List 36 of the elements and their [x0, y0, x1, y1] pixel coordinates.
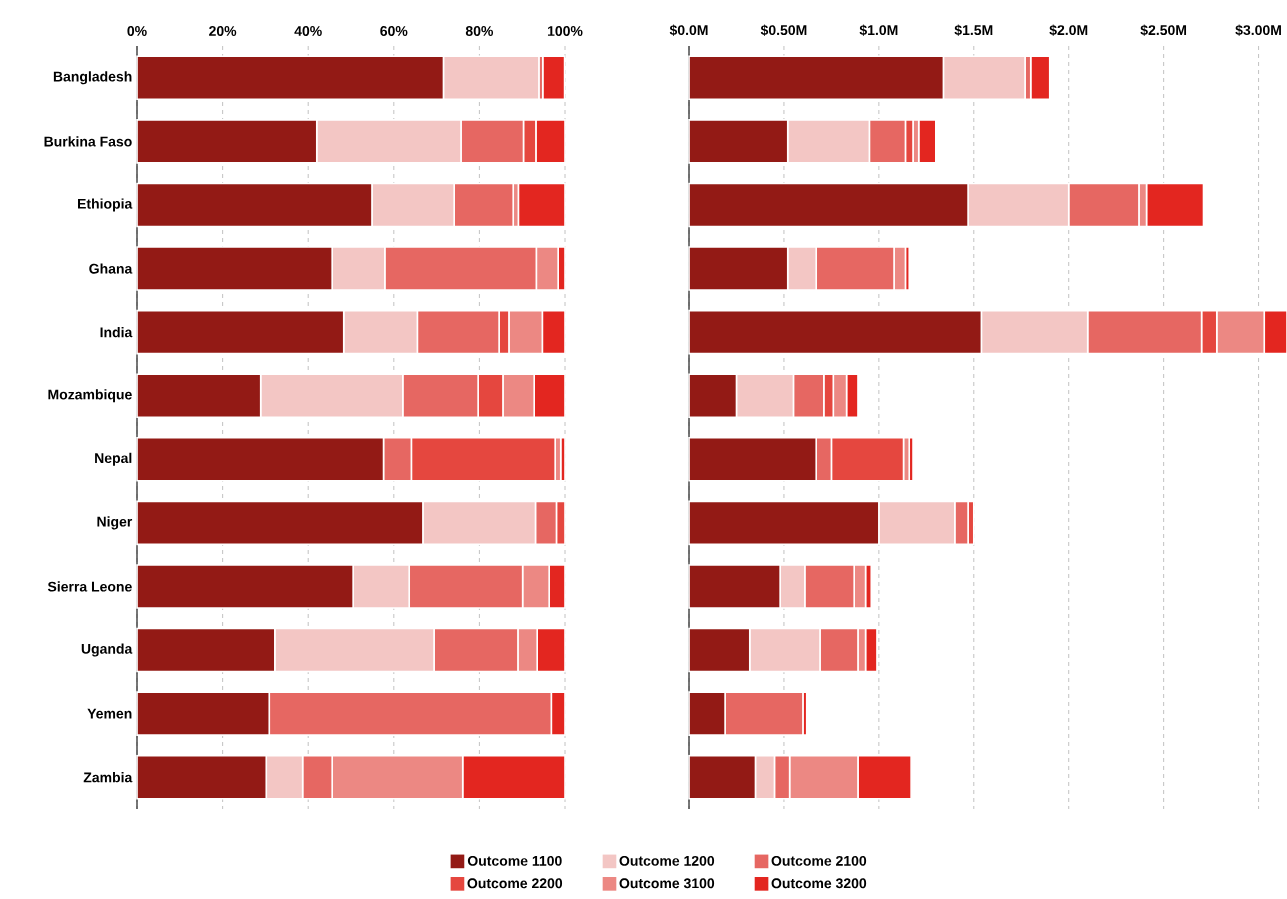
y-tick-label: Ghana	[89, 263, 133, 274]
y-tick-label: Burkina Faso	[44, 136, 132, 147]
x-tick-label: 40%	[294, 26, 322, 36]
x-tick-label: 0%	[127, 26, 147, 36]
x-tick-label: $0.0M	[669, 24, 708, 36]
x-tick-label: $2.50M	[1140, 24, 1187, 36]
bar	[1263, 309, 1287, 355]
x-tick-label: $1.5M	[954, 24, 993, 36]
x-tick-label: 20%	[209, 26, 237, 36]
legend-label: Outcome 1200	[619, 855, 715, 866]
x-tick-label: 60%	[380, 26, 408, 36]
x-tick-label: $1.0M	[859, 24, 898, 36]
y-tick-label: Uganda	[81, 643, 133, 657]
y-tick-label: Mozambique	[48, 389, 132, 403]
x-tick-label: 80%	[465, 26, 494, 36]
y-tick-label: Yemen	[87, 708, 132, 719]
y-tick-label: Bangladesh	[53, 71, 132, 85]
bar	[1145, 182, 1205, 228]
legend-label: Outcome 2200	[467, 878, 563, 889]
x-tick-label: $2.0M	[1049, 24, 1088, 36]
bar	[517, 182, 566, 228]
bar	[541, 55, 566, 101]
legend-label: Outcome 3200	[771, 878, 867, 889]
x-tick-label: 100%	[547, 26, 583, 36]
y-tick-label: Sierra Leone	[47, 581, 132, 592]
legend-label: Outcome 3100	[619, 878, 715, 889]
y-tick-label: Nepal	[95, 452, 132, 466]
legend-label: Outcome 1100	[467, 855, 562, 866]
x-tick-label: $3.00M	[1235, 24, 1281, 36]
bar	[857, 754, 912, 800]
y-tick-label: India	[100, 326, 133, 338]
legend-label: Outcome 2100	[771, 855, 867, 866]
x-tick-label: $0.50M	[760, 24, 807, 36]
y-tick-label: Zambia	[83, 772, 133, 783]
y-tick-label: Niger	[97, 516, 133, 530]
y-tick-label: Ethiopia	[78, 198, 133, 212]
